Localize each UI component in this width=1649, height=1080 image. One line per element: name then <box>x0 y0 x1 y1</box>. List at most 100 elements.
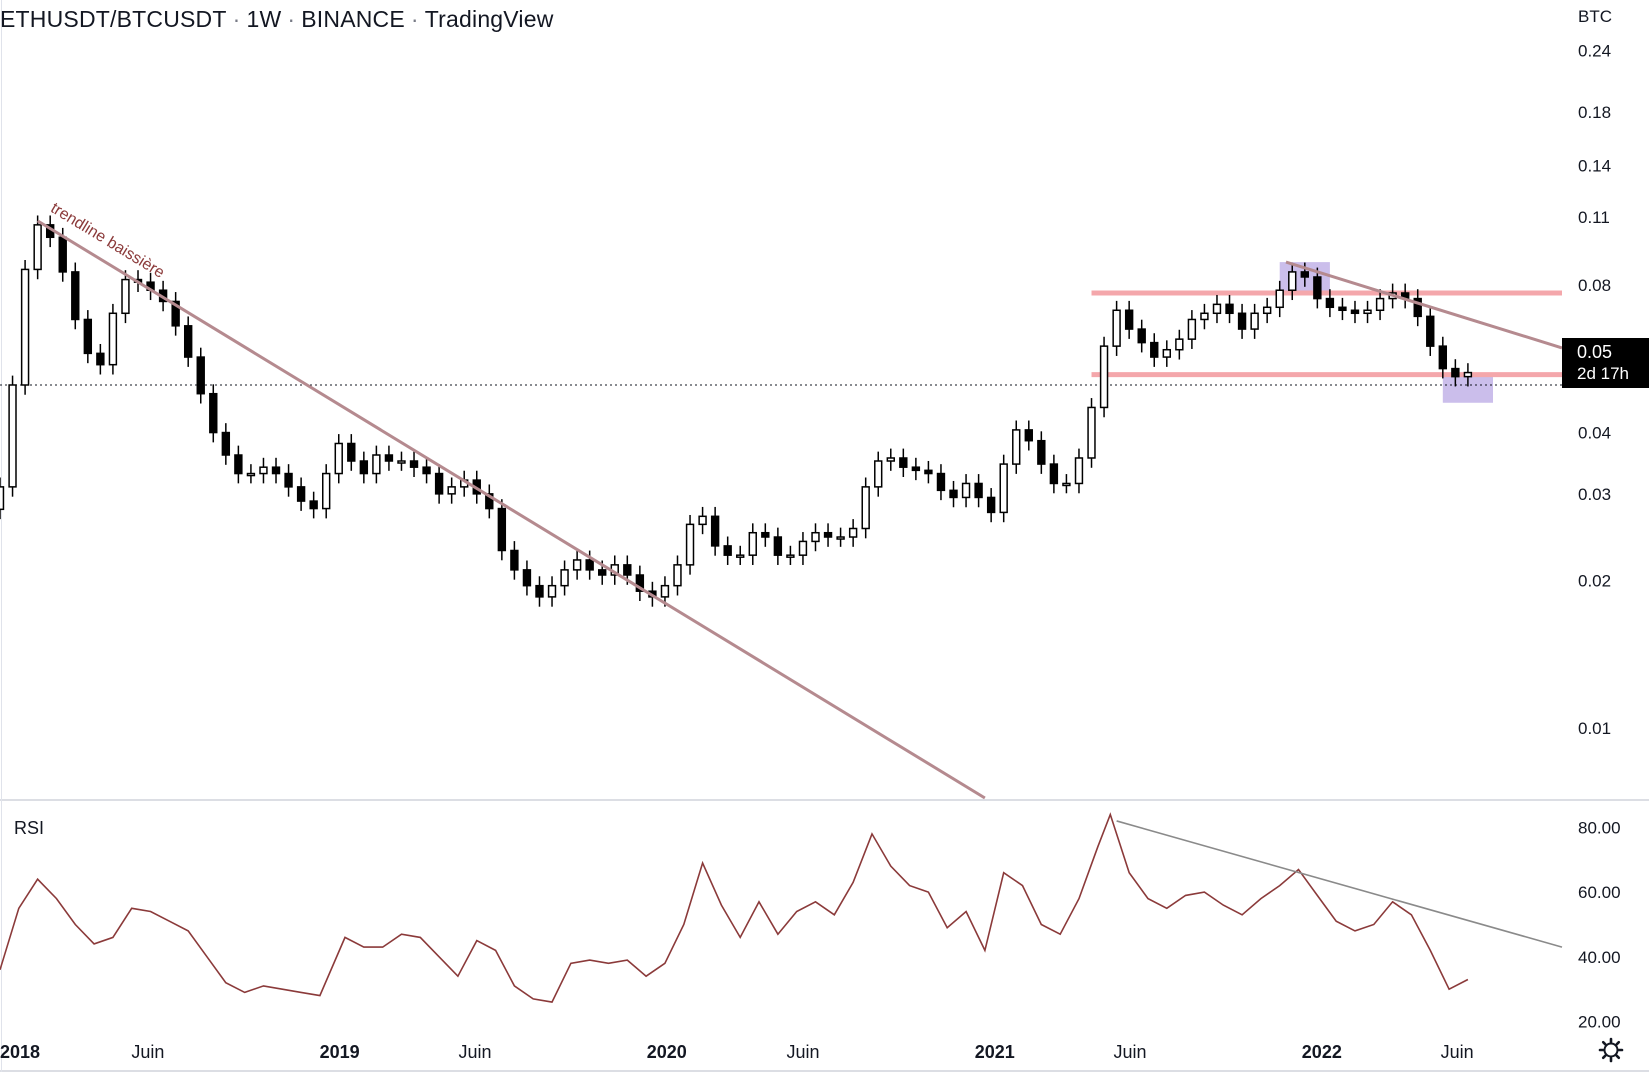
candle-body <box>723 545 732 556</box>
price-tick-label: 0.02 <box>1578 571 1611 590</box>
candle-body <box>1112 309 1121 347</box>
candle <box>1451 359 1460 387</box>
candle-body <box>1363 309 1372 315</box>
candle <box>497 499 507 561</box>
candle-body <box>485 493 494 510</box>
candle-body <box>234 454 243 475</box>
candle-body <box>811 531 820 543</box>
candle <box>196 347 205 404</box>
candle <box>1112 300 1121 356</box>
rsi-axis: 80.00 60.00 40.00 20.00 <box>1578 818 1621 1031</box>
candle-body <box>1137 328 1146 344</box>
candle-body <box>1012 429 1021 465</box>
candle <box>1087 398 1096 468</box>
candle-body <box>422 466 431 475</box>
highlight-zones <box>1279 262 1493 403</box>
candle-body <box>1338 306 1347 312</box>
candle <box>685 514 695 575</box>
time-tick-label: 2019 <box>320 1042 360 1062</box>
interval-label[interactable]: 1W <box>246 6 282 32</box>
candle-body <box>823 531 833 538</box>
candle <box>1187 310 1197 349</box>
settings-gear-icon[interactable] <box>1598 1037 1624 1063</box>
candle <box>397 451 406 471</box>
candle <box>848 519 858 547</box>
candle-body <box>322 472 331 510</box>
candle-body <box>786 554 795 558</box>
candle <box>1212 294 1222 324</box>
candle-body <box>171 300 180 327</box>
price-tick-label: 0.14 <box>1578 157 1611 176</box>
price-tick-label: 0.24 <box>1578 42 1611 61</box>
candle <box>773 527 783 565</box>
candle-body <box>1162 348 1171 358</box>
symbol-name[interactable]: ETHUSDT/BTCUSDT <box>0 6 227 32</box>
candle <box>409 451 419 477</box>
candle-body <box>8 384 17 488</box>
candle-body <box>209 392 218 434</box>
candle <box>1375 289 1385 321</box>
candle <box>585 550 594 580</box>
title-separator: · <box>410 6 419 32</box>
last-price-value: 0.05 <box>1577 342 1613 362</box>
candle <box>1175 329 1184 360</box>
candle-body <box>1024 429 1033 442</box>
candle-body <box>1074 457 1084 485</box>
candle <box>1325 289 1335 318</box>
candle <box>33 215 42 280</box>
candle-body <box>736 554 745 558</box>
candle-body <box>1250 312 1259 330</box>
time-tick-label: Juin <box>1441 1042 1474 1062</box>
candle <box>1363 300 1372 324</box>
candle-body <box>936 472 946 492</box>
brand-label: TradingView <box>424 6 554 32</box>
price-tick-label: 0.11 <box>1578 208 1610 227</box>
candle <box>1150 333 1159 367</box>
candle <box>259 457 268 484</box>
candle-body <box>585 559 594 571</box>
candle <box>836 527 845 547</box>
candle <box>422 457 431 484</box>
candle-body <box>798 540 808 556</box>
candle-body <box>447 486 456 495</box>
candle-body <box>409 460 419 468</box>
rsi-trendline <box>1116 820 1563 948</box>
candle-body <box>1187 318 1197 340</box>
rsi-tick-label: 60.00 <box>1578 883 1621 902</box>
last-price-badge: 0.05 2d 17h <box>1562 338 1649 388</box>
price-tick-label: 0.04 <box>1578 424 1611 443</box>
candle-body <box>974 482 983 499</box>
time-tick-label: Juin <box>786 1042 819 1062</box>
candle <box>1288 262 1297 301</box>
candle <box>183 316 193 367</box>
candle <box>334 434 343 484</box>
candle-body <box>1375 297 1385 312</box>
candle <box>547 576 557 607</box>
rsi-line <box>0 812 1469 1003</box>
candle <box>1438 336 1448 379</box>
candle <box>1162 340 1171 367</box>
chart-title: ETHUSDT/BTCUSDT · 1W · BINANCE · TradingView <box>0 6 554 33</box>
candle-body <box>372 454 381 475</box>
candle-body <box>924 469 933 475</box>
candle <box>510 541 519 580</box>
candle <box>1313 267 1322 309</box>
candle-body <box>183 325 193 358</box>
candle <box>710 506 720 556</box>
candle <box>447 477 456 504</box>
candle-body <box>899 457 908 468</box>
candle <box>8 375 17 497</box>
candle-body <box>1313 276 1322 300</box>
candle-body <box>861 486 870 530</box>
candle <box>20 260 30 395</box>
trendline <box>36 219 986 800</box>
candle <box>999 454 1008 523</box>
candle-body <box>33 224 42 271</box>
candle-body <box>660 584 670 598</box>
candle-body <box>623 564 632 576</box>
time-axis: 2018 Juin 2019 Juin 2020 Juin 2021 Juin 2022 Juin <box>0 1042 1474 1062</box>
candle <box>698 506 707 535</box>
rsi-indicator-label[interactable]: RSI <box>14 818 45 838</box>
candle <box>798 532 808 565</box>
